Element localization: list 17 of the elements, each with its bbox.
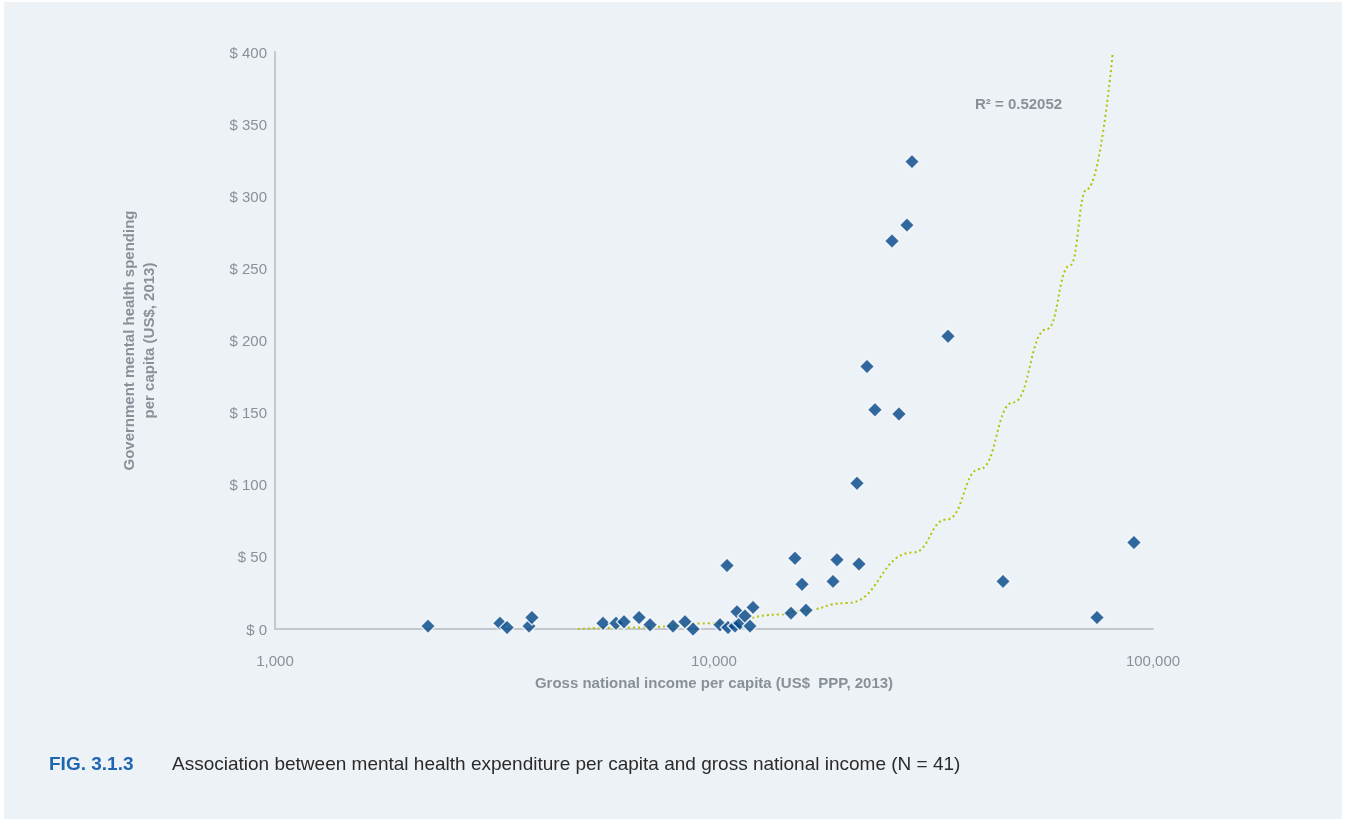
x-tick-label: 10,000 (691, 652, 737, 669)
y-tick-label: $ 150 (229, 404, 267, 422)
y-tick-label: $ 400 (229, 43, 267, 61)
text: FIG. 3.1.3 (49, 753, 134, 774)
y-tick-label: $ 350 (229, 115, 267, 133)
y-tick-label: $ 0 (246, 620, 267, 638)
x-tick-label: 1,000 (256, 652, 294, 669)
y-tick-label: $ 300 (229, 187, 267, 205)
y-tick-label: $ 50 (237, 548, 267, 566)
x-axis-title: Gross national income per capita (US$ PPP, 2013) (534, 674, 894, 692)
annotation: R² = 0.52052 (975, 95, 1063, 112)
y-tick-label: $ 200 (229, 332, 267, 349)
x-tick-label: 100,000 (1125, 652, 1181, 669)
y-tick-label: $ 100 (229, 476, 267, 494)
y-tick-label: $ 250 (229, 259, 267, 277)
text: Association between mental health expenditure per capita and gross national income (N = 41) (172, 753, 961, 774)
y-axis-title: Government mental health spending per capita (US$, 2013) (119, 210, 157, 471)
